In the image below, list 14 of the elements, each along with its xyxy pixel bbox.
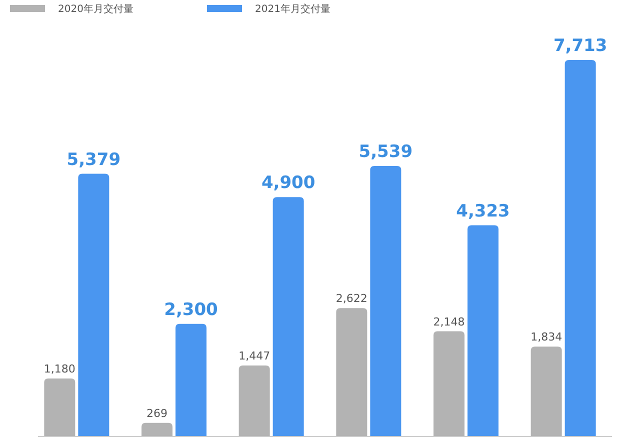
data-label: 5,539 [358, 142, 413, 162]
data-label: 2,622 [336, 292, 368, 306]
legend-label: 2021年月交付量 [255, 3, 330, 15]
data-label: 1,447 [238, 349, 270, 362]
data-label: 5,379 [66, 150, 121, 170]
data-label: 269 [146, 406, 168, 420]
data-label: 4,323 [456, 201, 510, 222]
data-label: 1,180 [44, 362, 76, 376]
data-label: 4,900 [261, 173, 316, 194]
legend-label: 2020年月交付量 [58, 3, 134, 15]
data-label: 7,713 [553, 36, 608, 56]
data-label: 2,148 [433, 315, 465, 328]
data-label: 2,300 [164, 300, 218, 320]
data-label: 1,834 [530, 330, 562, 344]
